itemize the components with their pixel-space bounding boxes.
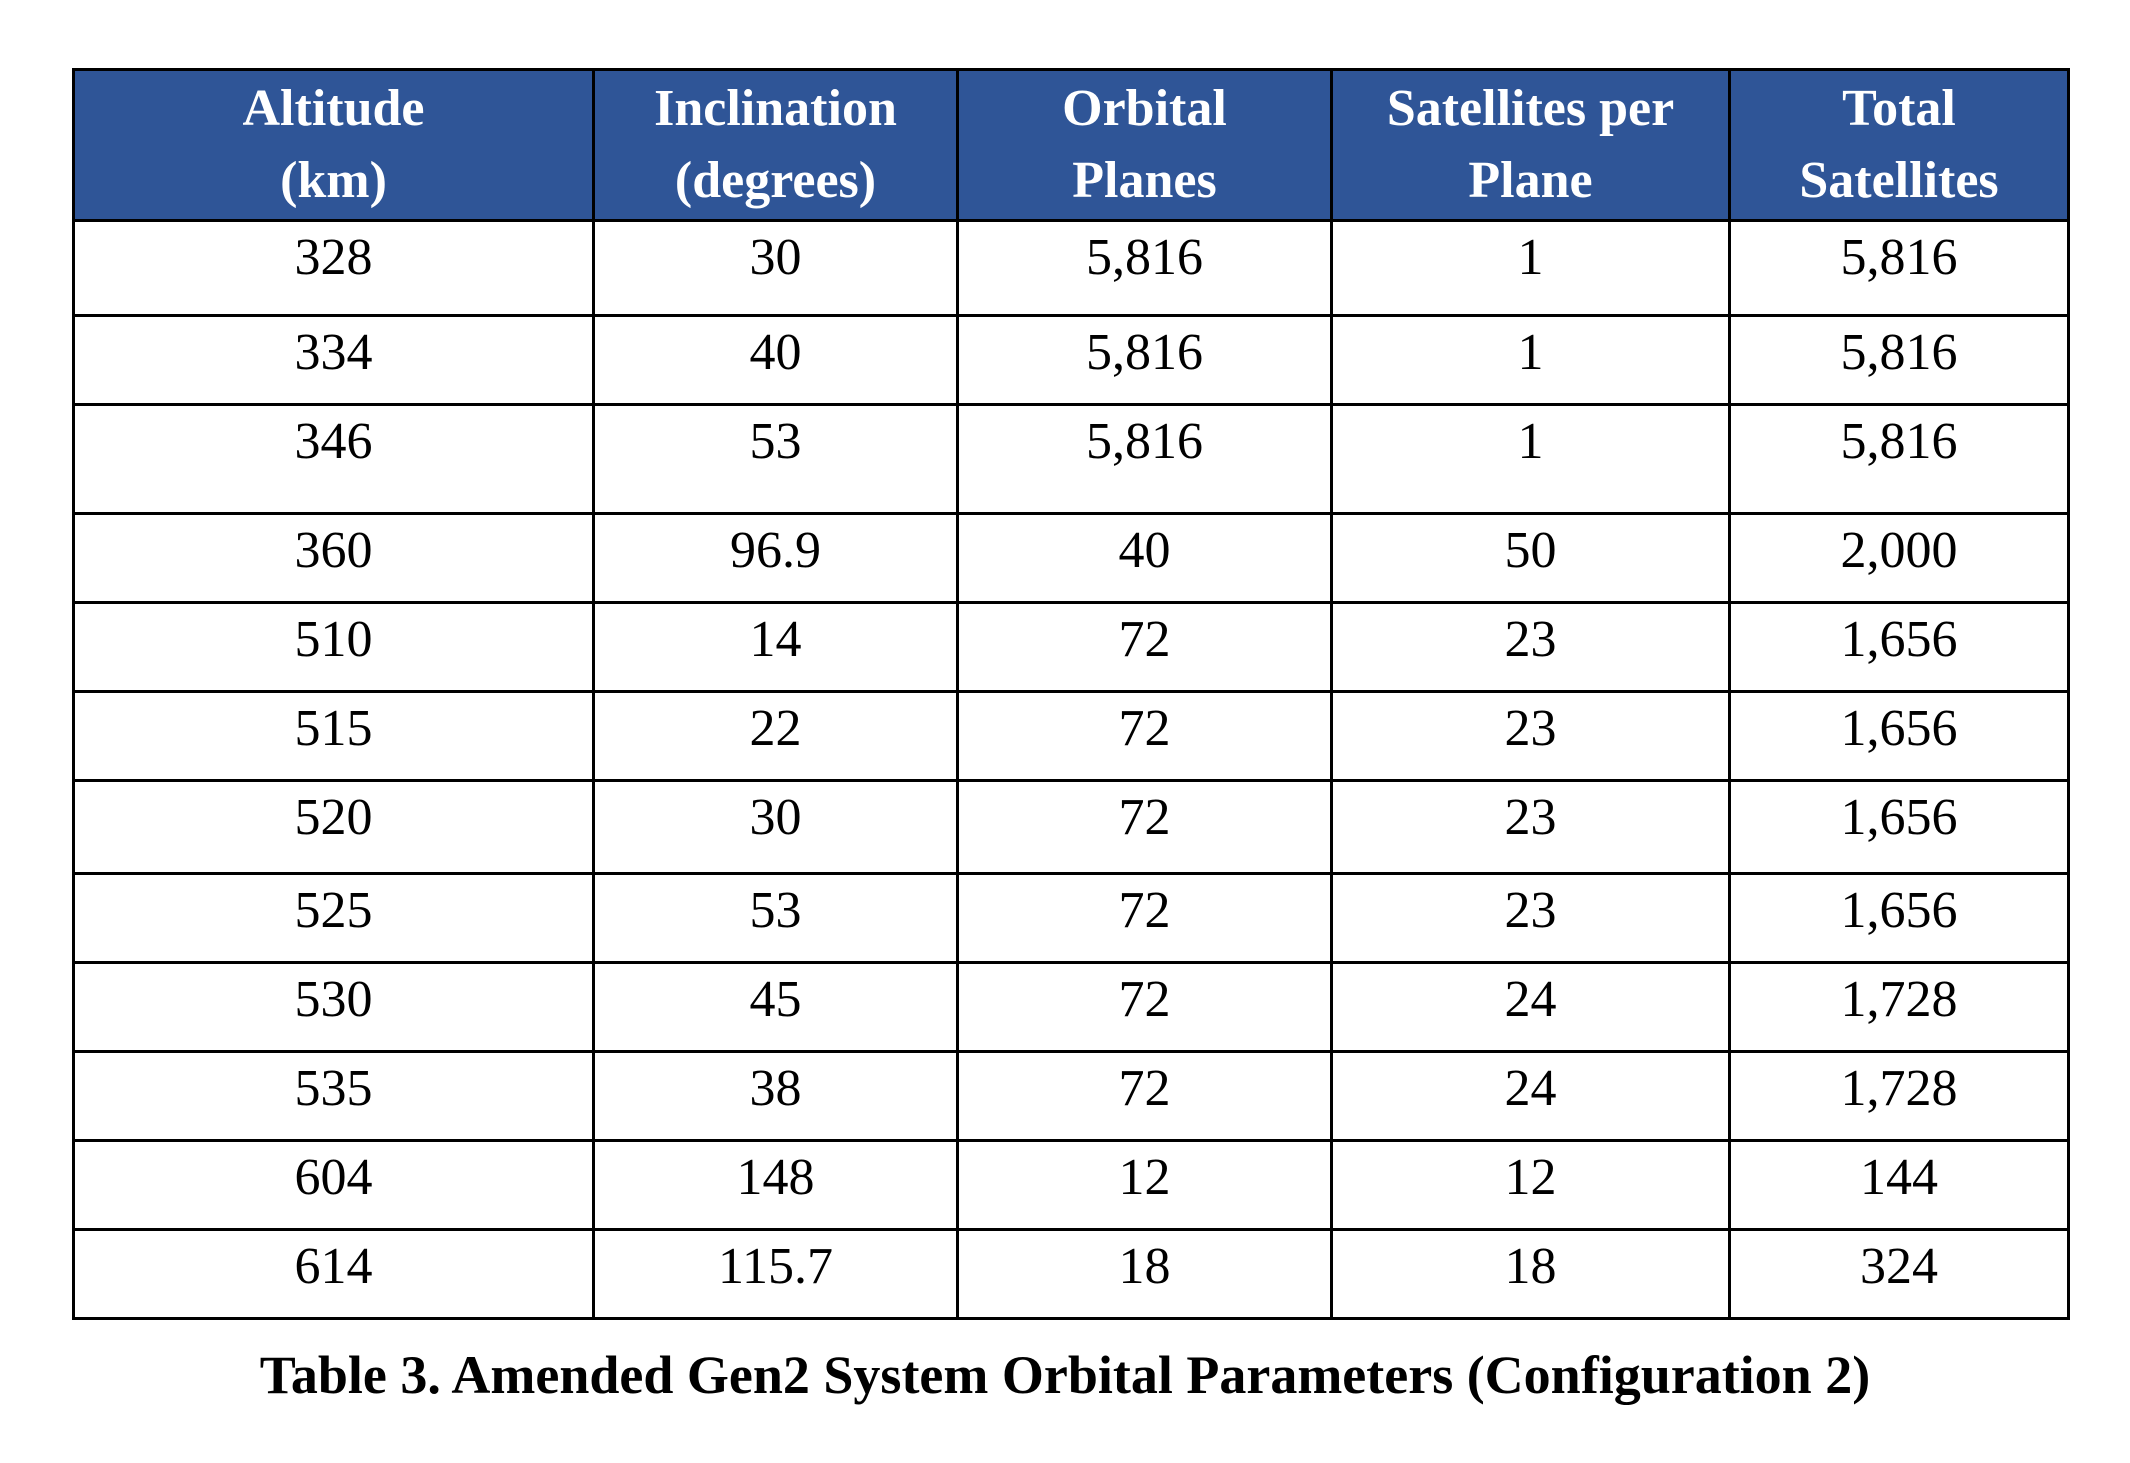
header-line: Total <box>1842 80 1956 137</box>
header-line: Altitude <box>242 80 425 137</box>
cell-orbital-planes: 12 <box>956 1139 1333 1231</box>
cell-orbital-planes: 5,816 <box>956 314 1333 406</box>
cell-orbital-planes: 5,816 <box>956 403 1333 515</box>
cell-orbital-planes: 72 <box>956 872 1333 964</box>
cell-orbital-planes: 5,816 <box>956 219 1333 317</box>
header-line: (degrees) <box>674 152 877 209</box>
cell-altitude: 334 <box>72 314 595 406</box>
header-line: Orbital <box>1062 80 1227 137</box>
cell-total-satellites: 5,816 <box>1728 219 2070 317</box>
cell-orbital-planes: 72 <box>956 779 1333 875</box>
table-caption: Table 3. Amended Gen2 System Orbital Par… <box>259 1345 1871 1405</box>
table-row: 328 30 5,816 1 5,816 <box>72 219 2070 317</box>
cell-orbital-planes: 72 <box>956 961 1333 1053</box>
cell-inclination: 30 <box>592 219 959 317</box>
header-orbital-planes: Orbital Planes <box>956 68 1333 222</box>
cell-total-satellites: 2,000 <box>1728 512 2070 604</box>
orbital-parameters-table-container: Altitude (km) Inclination (degrees) Orbi… <box>72 68 2070 1320</box>
table-row: 515 22 72 23 1,656 <box>72 690 2070 782</box>
cell-inclination: 96.9 <box>592 512 959 604</box>
cell-total-satellites: 5,816 <box>1728 314 2070 406</box>
cell-satellites-per-plane: 50 <box>1330 512 1731 604</box>
cell-satellites-per-plane: 23 <box>1330 779 1731 875</box>
cell-satellites-per-plane: 12 <box>1330 1139 1731 1231</box>
table-row: 614 115.7 18 18 324 <box>72 1228 2070 1320</box>
cell-inclination: 14 <box>592 601 959 693</box>
table-row: 346 53 5,816 1 5,816 <box>72 403 2070 515</box>
cell-inclination: 53 <box>592 403 959 515</box>
cell-satellites-per-plane: 23 <box>1330 601 1731 693</box>
cell-inclination: 22 <box>592 690 959 782</box>
cell-inclination: 30 <box>592 779 959 875</box>
cell-altitude: 520 <box>72 779 595 875</box>
header-line: (km) <box>280 152 387 209</box>
cell-altitude: 530 <box>72 961 595 1053</box>
table-row: 604 148 12 12 144 <box>72 1139 2070 1231</box>
cell-altitude: 346 <box>72 403 595 515</box>
cell-orbital-planes: 40 <box>956 512 1333 604</box>
cell-altitude: 614 <box>72 1228 595 1320</box>
cell-inclination: 40 <box>592 314 959 406</box>
table-row: 334 40 5,816 1 5,816 <box>72 314 2070 406</box>
header-line: Satellites <box>1799 152 1999 209</box>
cell-inclination: 38 <box>592 1050 959 1142</box>
table-row: 525 53 72 23 1,656 <box>72 872 2070 964</box>
table-row: 530 45 72 24 1,728 <box>72 961 2070 1053</box>
cell-altitude: 510 <box>72 601 595 693</box>
cell-satellites-per-plane: 1 <box>1330 403 1731 515</box>
cell-altitude: 604 <box>72 1139 595 1231</box>
header-satellites-per-plane: Satellites per Plane <box>1330 68 1731 222</box>
header-line: Plane <box>1468 152 1593 209</box>
table-body: 328 30 5,816 1 5,816 334 40 5,816 1 5,816 346 53 5,8… <box>72 219 2070 1320</box>
cell-satellites-per-plane: 24 <box>1330 961 1731 1053</box>
cell-orbital-planes: 72 <box>956 1050 1333 1142</box>
cell-orbital-planes: 18 <box>956 1228 1333 1320</box>
cell-satellites-per-plane: 18 <box>1330 1228 1731 1320</box>
orbital-parameters-table: Altitude (km) Inclination (degrees) Orbi… <box>72 68 2070 1320</box>
table-row: 510 14 72 23 1,656 <box>72 601 2070 693</box>
cell-altitude: 360 <box>72 512 595 604</box>
cell-total-satellites: 324 <box>1728 1228 2070 1320</box>
table-row: 520 30 72 23 1,656 <box>72 779 2070 875</box>
cell-total-satellites: 1,728 <box>1728 961 2070 1053</box>
cell-satellites-per-plane: 1 <box>1330 219 1731 317</box>
cell-satellites-per-plane: 1 <box>1330 314 1731 406</box>
cell-total-satellites: 1,656 <box>1728 690 2070 782</box>
cell-satellites-per-plane: 23 <box>1330 872 1731 964</box>
cell-total-satellites: 5,816 <box>1728 403 2070 515</box>
cell-inclination: 148 <box>592 1139 959 1231</box>
header-line: Satellites per <box>1386 80 1675 137</box>
header-line: Planes <box>1072 152 1217 209</box>
header-row: Altitude (km) Inclination (degrees) Orbi… <box>72 68 2070 222</box>
cell-satellites-per-plane: 24 <box>1330 1050 1731 1142</box>
cell-total-satellites: 1,656 <box>1728 779 2070 875</box>
header-total-satellites: Total Satellites <box>1728 68 2070 222</box>
header-altitude: Altitude (km) <box>72 68 595 222</box>
cell-total-satellites: 1,728 <box>1728 1050 2070 1142</box>
cell-inclination: 45 <box>592 961 959 1053</box>
cell-orbital-planes: 72 <box>956 601 1333 693</box>
cell-altitude: 328 <box>72 219 595 317</box>
cell-altitude: 515 <box>72 690 595 782</box>
cell-total-satellites: 1,656 <box>1728 872 2070 964</box>
cell-total-satellites: 144 <box>1728 1139 2070 1231</box>
cell-altitude: 535 <box>72 1050 595 1142</box>
cell-satellites-per-plane: 23 <box>1330 690 1731 782</box>
table-row: 360 96.9 40 50 2,000 <box>72 512 2070 604</box>
cell-inclination: 115.7 <box>592 1228 959 1320</box>
cell-total-satellites: 1,656 <box>1728 601 2070 693</box>
cell-orbital-planes: 72 <box>956 690 1333 782</box>
cell-inclination: 53 <box>592 872 959 964</box>
table-row: 535 38 72 24 1,728 <box>72 1050 2070 1142</box>
header-inclination: Inclination (degrees) <box>592 68 959 222</box>
cell-altitude: 525 <box>72 872 595 964</box>
header-line: Inclination <box>654 80 897 137</box>
